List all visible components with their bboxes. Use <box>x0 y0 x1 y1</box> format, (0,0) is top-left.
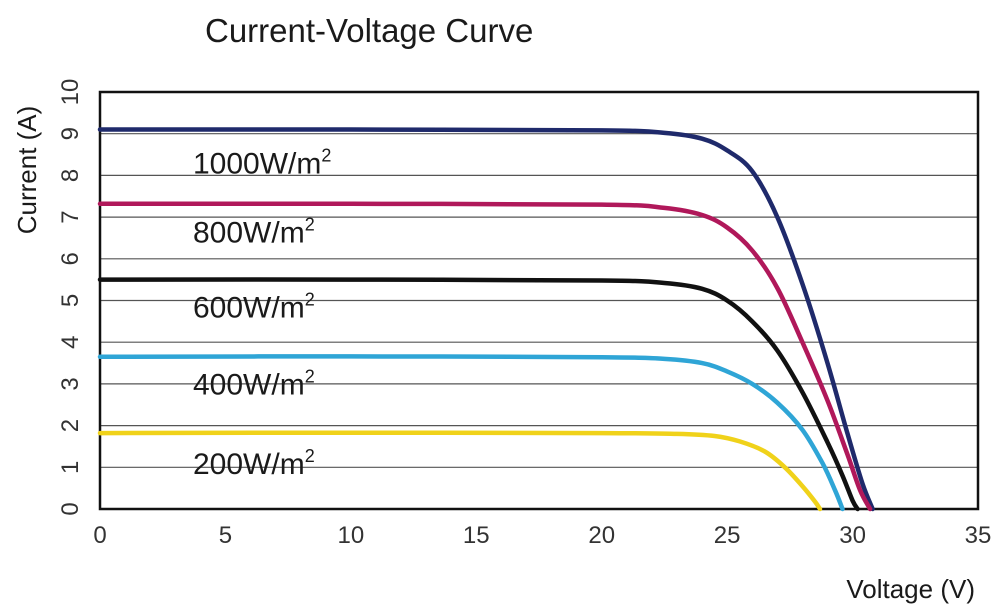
x-tick-15: 15 <box>463 522 490 549</box>
x-tick-5: 5 <box>219 522 232 549</box>
series-labels: 1000W/m2 800W/m2 600W/m2 400W/m2 200W/m2 <box>193 146 331 481</box>
y-tick-9: 9 <box>57 127 84 140</box>
y-tick-labels: 0 1 2 3 4 5 6 7 8 9 10 <box>57 79 84 516</box>
series-label-800w-m: 800W/m2 <box>193 214 315 249</box>
grid-lines <box>100 133 978 468</box>
series-label-600w-m: 600W/m2 <box>193 289 315 324</box>
y-tick-8: 8 <box>57 169 84 182</box>
superscript: 2 <box>305 446 315 466</box>
superscript: 2 <box>305 214 315 234</box>
curve-200w-m <box>97 430 823 512</box>
x-tick-20: 20 <box>588 522 615 549</box>
superscript: 2 <box>305 289 315 309</box>
y-tick-2: 2 <box>57 419 84 432</box>
curve-1000w-m <box>97 127 875 512</box>
x-tick-10: 10 <box>338 522 365 549</box>
series-label-1000w-m: 1000W/m2 <box>193 146 331 181</box>
x-tick-0: 0 <box>93 522 106 549</box>
x-axis-label: Voltage (V) <box>846 574 975 604</box>
y-tick-5: 5 <box>57 294 84 307</box>
y-axis-label: Current (A) <box>12 106 42 235</box>
chart-title: Current-Voltage Curve <box>205 12 533 49</box>
x-tick-25: 25 <box>714 522 741 549</box>
curves <box>97 127 875 512</box>
curve-400w-m <box>97 354 845 512</box>
y-tick-7: 7 <box>57 210 84 223</box>
curve-800w-m <box>97 201 873 512</box>
y-tick-10: 10 <box>57 79 84 106</box>
x-tick-30: 30 <box>839 522 866 549</box>
superscript: 2 <box>305 367 315 387</box>
series-label-400w-m: 400W/m2 <box>193 367 315 402</box>
y-tick-4: 4 <box>57 336 84 349</box>
x-tick-labels: 0 5 10 15 20 25 30 35 <box>93 522 991 549</box>
y-tick-6: 6 <box>57 252 84 265</box>
curve-600w-m <box>97 277 860 512</box>
y-tick-1: 1 <box>57 461 84 474</box>
y-tick-3: 3 <box>57 377 84 390</box>
y-tick-0: 0 <box>57 502 84 515</box>
plot-frame <box>98 90 980 511</box>
superscript: 2 <box>321 146 331 166</box>
x-tick-35: 35 <box>965 522 992 549</box>
series-label-200w-m: 200W/m2 <box>193 446 315 481</box>
